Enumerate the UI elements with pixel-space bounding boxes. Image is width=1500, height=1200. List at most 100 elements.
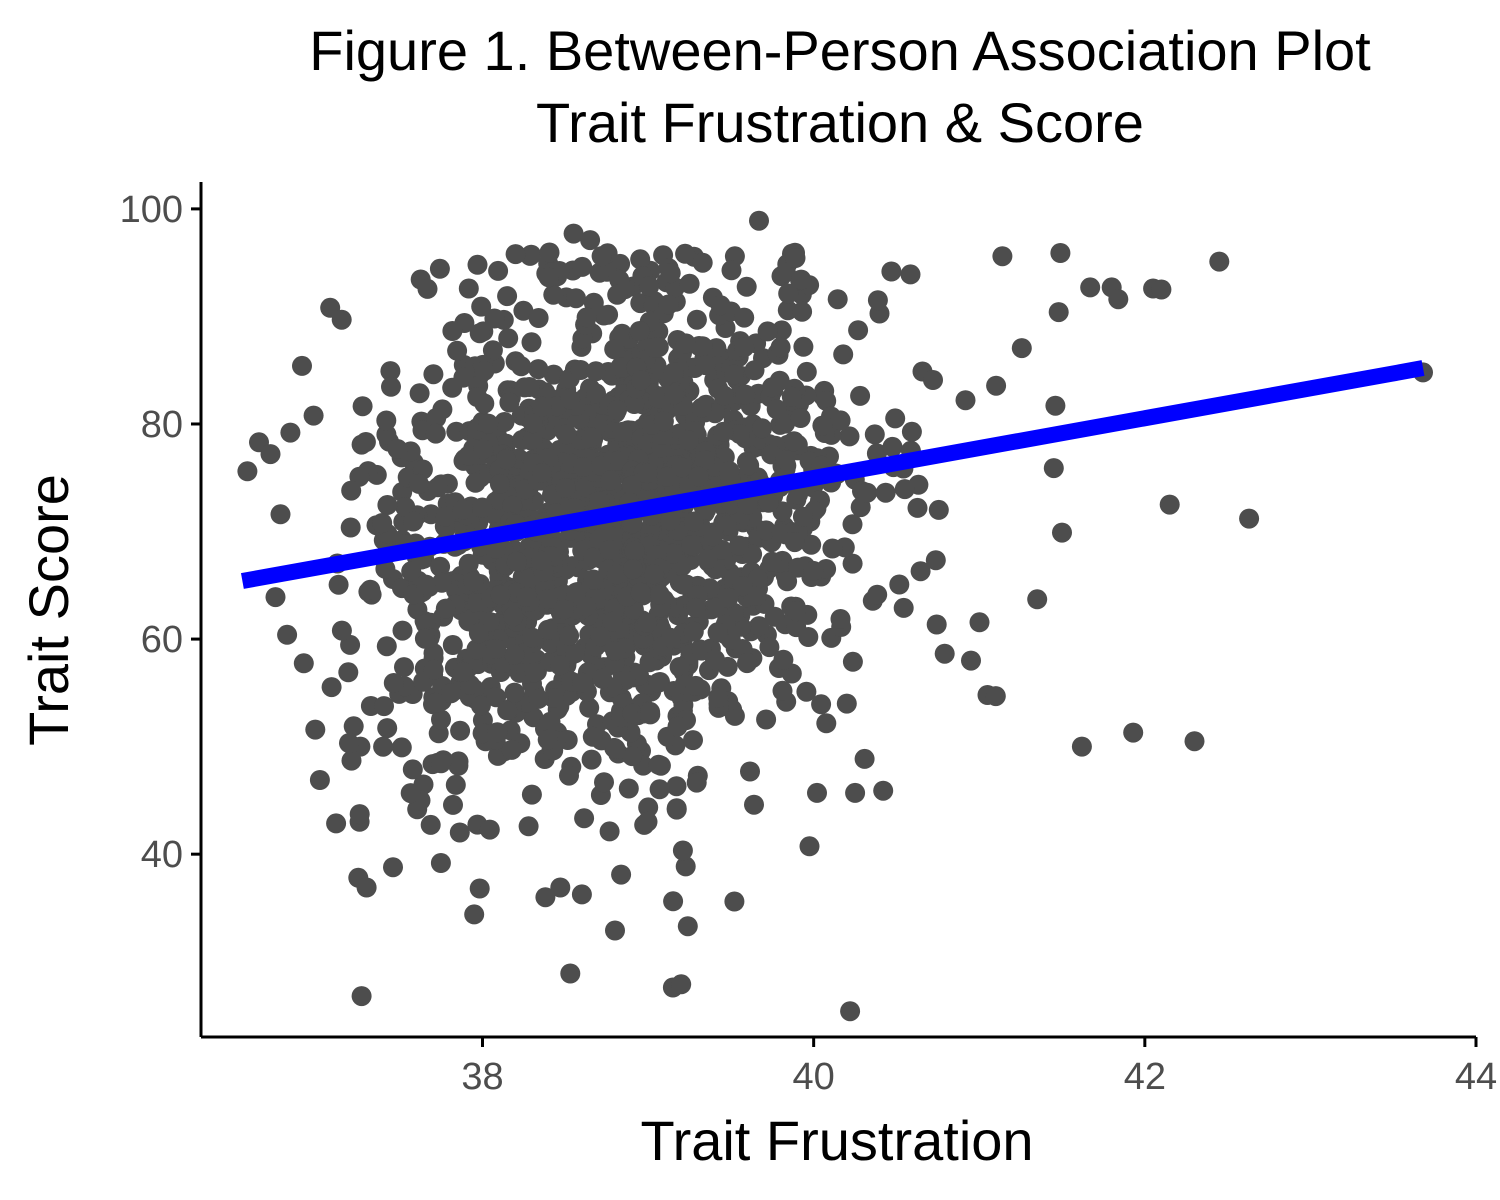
data-point (506, 551, 527, 572)
data-point (675, 333, 696, 354)
data-point (522, 627, 543, 648)
data-point (340, 517, 361, 538)
data-point (663, 362, 684, 383)
data-point (383, 673, 404, 693)
data-point (593, 305, 614, 326)
data-point (449, 822, 470, 843)
data-point (565, 643, 585, 664)
data-point (328, 574, 349, 595)
data-point (442, 635, 463, 655)
data-point (881, 261, 902, 282)
data-point (504, 682, 525, 703)
data-point (605, 640, 626, 661)
data-point (928, 499, 949, 520)
data-point (791, 269, 812, 290)
data-point (675, 243, 696, 264)
data-point (637, 612, 658, 633)
data-point (864, 424, 885, 445)
data-point (435, 598, 456, 619)
data-point (816, 390, 837, 411)
data-point (376, 424, 397, 445)
data-point (537, 619, 558, 640)
data-point (686, 772, 707, 793)
data-point (683, 511, 704, 532)
chart-subtitle: Trait Frustration & Score (536, 91, 1144, 154)
data-point (452, 499, 473, 520)
data-point (383, 857, 403, 878)
data-point (409, 383, 430, 404)
data-point (710, 295, 731, 316)
data-point (850, 385, 871, 406)
data-point (873, 780, 894, 801)
data-point (607, 400, 627, 421)
data-point (1048, 302, 1069, 323)
data-point (497, 286, 518, 307)
data-point (572, 256, 593, 277)
data-point (737, 494, 758, 515)
data-point (1071, 736, 1092, 757)
data-point (429, 258, 450, 279)
data-point (744, 794, 764, 815)
data-point (482, 340, 503, 361)
data-point (537, 729, 558, 750)
data-point (494, 412, 515, 432)
data-point (341, 750, 362, 771)
data-point (560, 389, 581, 410)
data-point (801, 534, 822, 555)
data-point (694, 450, 715, 471)
data-point (589, 491, 610, 512)
data-point (576, 596, 597, 617)
data-point (466, 639, 487, 660)
data-point (653, 411, 674, 432)
data-point (663, 891, 684, 912)
data-point (423, 659, 444, 680)
data-point (907, 497, 928, 518)
data-point (581, 749, 602, 770)
data-point (605, 738, 626, 759)
data-point (583, 569, 604, 590)
data-point (550, 655, 570, 676)
data-point (513, 300, 534, 321)
data-point (657, 466, 677, 487)
data-point (678, 430, 699, 451)
data-point (471, 296, 492, 317)
data-point (631, 370, 651, 391)
chart-title: Figure 1. Between-Person Association Plo… (309, 19, 1371, 82)
data-point (756, 520, 777, 541)
data-point (771, 320, 792, 341)
data-point (692, 336, 713, 357)
data-point (683, 730, 703, 751)
data-point (790, 408, 811, 428)
data-point (740, 761, 760, 782)
data-point (784, 532, 805, 553)
trend-line (240, 360, 1425, 589)
data-point (708, 687, 729, 708)
data-point (803, 560, 824, 581)
data-point (1209, 251, 1230, 272)
data-point (734, 307, 755, 328)
data-point (496, 449, 517, 470)
data-point (607, 450, 628, 471)
data-point (747, 568, 768, 589)
data-point (923, 370, 943, 390)
data-point (550, 877, 571, 898)
data-point (321, 677, 342, 698)
data-point (516, 587, 537, 607)
data-point (591, 246, 612, 267)
data-point (934, 643, 955, 664)
data-point (1159, 494, 1180, 515)
data-point (349, 804, 370, 825)
data-point (484, 308, 505, 329)
data-point (734, 337, 755, 358)
data-point (531, 550, 552, 571)
data-point (686, 597, 707, 618)
data-point (566, 582, 586, 603)
data-point (522, 413, 543, 434)
data-point (331, 620, 352, 641)
data-point (737, 653, 757, 674)
y-axis-title: Trait Score (17, 474, 80, 746)
data-point (394, 657, 414, 678)
data-point (521, 332, 542, 353)
data-point (744, 360, 765, 381)
data-point (600, 470, 621, 491)
